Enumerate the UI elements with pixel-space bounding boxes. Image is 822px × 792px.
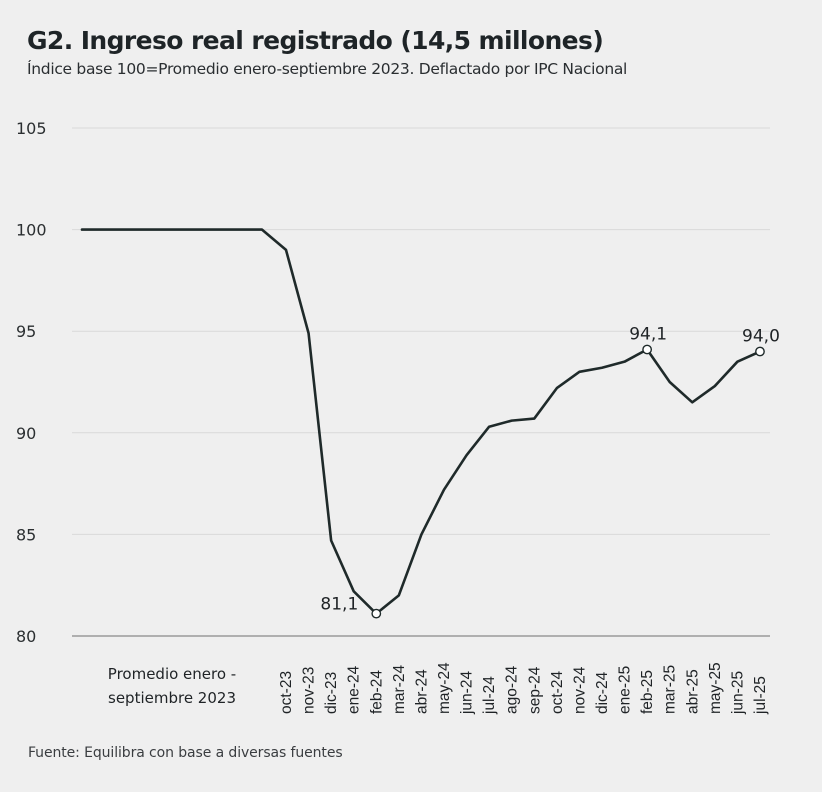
x-tick-label-base-line1: Promedio enero - <box>108 665 236 683</box>
data-label-jul-25: 94,0 <box>742 327 780 347</box>
series-line <box>80 228 762 615</box>
y-tick-label-85: 85 <box>16 525 36 544</box>
gridlines <box>72 127 770 637</box>
y-tick-label-95: 95 <box>16 322 36 341</box>
series-group <box>80 228 762 615</box>
x-tick-label-jun-25: jun-25 <box>729 671 746 715</box>
x-tick-label-abr-24: abr-24 <box>413 669 430 714</box>
x-tick-label-may-25: may-25 <box>707 662 724 714</box>
x-tick-label-nov-23: nov-23 <box>301 667 318 714</box>
y-tick-label-100: 100 <box>16 221 47 240</box>
data-label-feb-24: 81,1 <box>320 595 358 615</box>
x-tick-label-ene-25: ene-25 <box>617 666 634 714</box>
x-tick-label-ago-24: ago-24 <box>504 665 521 714</box>
x-tick-label-feb-24: feb-24 <box>368 670 385 714</box>
data-labels: 81,1 94,1 94,0 <box>320 324 779 614</box>
source-note: Fuente: Equilibra con base a diversas fu… <box>28 745 343 761</box>
x-tick-label-dic-24: dic-24 <box>594 671 611 714</box>
x-tick-label-abr-25: abr-25 <box>684 669 701 714</box>
y-tick-label-80: 80 <box>16 627 36 646</box>
x-tick-label-jul-25: jul-25 <box>752 676 769 715</box>
chart-subtitle: Índice base 100=Promedio enero-septiembr… <box>27 60 628 78</box>
marker-jul-25 <box>755 346 765 357</box>
x-tick-label-oct-24: oct-24 <box>549 671 566 714</box>
x-tick-label-dic-23: dic-23 <box>323 672 340 714</box>
x-tick-label-sep-24: sep-24 <box>526 666 543 714</box>
x-tick-label-jul-24: jul-24 <box>481 676 498 715</box>
x-tick-label-base-line2: septiembre 2023 <box>108 689 236 707</box>
chart-title: G2. Ingreso real registrado (14,5 millon… <box>27 26 604 55</box>
x-tick-label-mar-25: mar-25 <box>662 665 679 714</box>
y-tick-label-90: 90 <box>16 424 36 443</box>
x-tick-label-ene-24: ene-24 <box>346 665 363 714</box>
data-label-feb-25: 94,1 <box>629 324 667 344</box>
x-tick-label-may-24: may-24 <box>436 662 453 714</box>
x-tick-label-oct-23: oct-23 <box>278 671 295 714</box>
y-axis-ticks: 80 85 90 95 100 105 <box>16 119 47 646</box>
x-tick-label-nov-24: nov-24 <box>571 666 588 714</box>
x-tick-label-feb-25: feb-25 <box>639 670 656 714</box>
x-axis-ticks: Promedio enero - septiembre 2023 oct-23 n… <box>108 662 769 715</box>
x-tick-label-mar-24: mar-24 <box>391 665 408 714</box>
y-tick-label-105: 105 <box>16 119 47 138</box>
marker-feb-25 <box>642 344 653 355</box>
annotation-markers <box>371 344 765 619</box>
marker-feb-24 <box>371 608 382 619</box>
x-tick-label-jun-24: jun-24 <box>459 671 476 715</box>
